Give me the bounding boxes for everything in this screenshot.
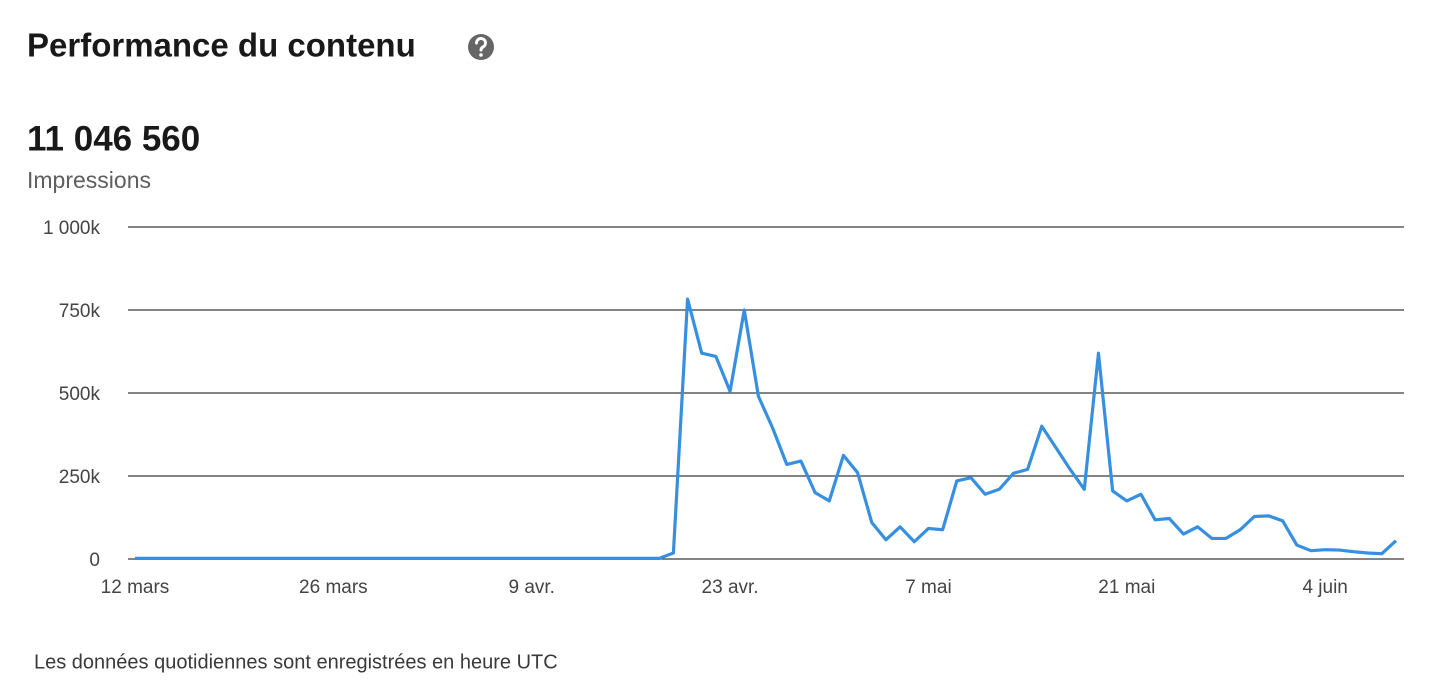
footnote: Les données quotidiennes sont enregistré… xyxy=(34,651,558,673)
chart-title: Performance du contenu xyxy=(27,27,416,64)
help-icon[interactable] xyxy=(468,34,494,60)
x-tick-label: 4 juin xyxy=(1302,577,1347,598)
y-tick-label: 500k xyxy=(59,384,101,405)
metric-label: Impressions xyxy=(27,167,151,193)
x-tick-label: 12 mars xyxy=(101,577,170,598)
help-icon-glyph xyxy=(474,36,487,52)
x-tick-label: 7 mai xyxy=(905,577,951,598)
x-tick-label: 26 mars xyxy=(299,577,368,598)
y-tick-label: 250k xyxy=(59,467,101,488)
y-tick-label: 1 000k xyxy=(43,218,101,239)
x-tick-label: 23 avr. xyxy=(702,577,759,598)
x-tick-label: 9 avr. xyxy=(508,577,554,598)
y-tick-label: 750k xyxy=(59,301,101,322)
x-tick-label: 21 mai xyxy=(1098,577,1155,598)
impressions-line xyxy=(135,297,1398,560)
total-value: 11 046 560 xyxy=(27,119,200,158)
help-icon-dot xyxy=(479,53,483,57)
y-tick-label: 0 xyxy=(89,550,100,571)
